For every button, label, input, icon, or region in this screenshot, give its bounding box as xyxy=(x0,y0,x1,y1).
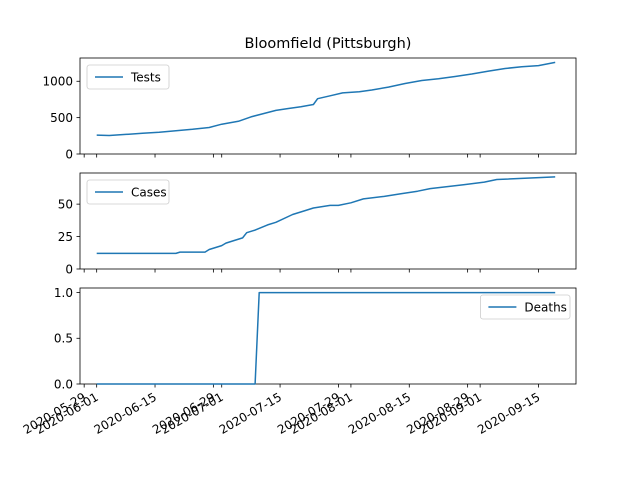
series-line-deaths xyxy=(96,291,556,385)
legend-box xyxy=(86,64,170,90)
y-tick-label: 0 xyxy=(65,147,73,161)
panel-2: 0 25 50 Cases xyxy=(58,172,577,276)
x-tick-label: 2020-06-15 xyxy=(92,390,159,437)
legend-label: Tests xyxy=(130,71,161,85)
y-tick-label: 0.0 xyxy=(54,377,73,391)
y-tick-label: 50 xyxy=(58,197,73,211)
legend-label: Deaths xyxy=(524,301,567,315)
chart-title: Bloomfield (Pittsburgh) xyxy=(245,36,412,52)
legend-label: Cases xyxy=(131,186,167,200)
x-tick-label: 2020-07-15 xyxy=(217,390,284,437)
y-tick-label: 0 xyxy=(65,262,73,276)
y-tick-label: 25 xyxy=(58,230,73,244)
x-tick-label: 2020-08-15 xyxy=(346,390,413,437)
legend-box xyxy=(479,294,571,320)
series-line-tests xyxy=(96,61,556,137)
y-tick-label: 1000 xyxy=(42,75,73,89)
panel-1: 0 500 1000 Tests xyxy=(42,57,577,161)
legend-box xyxy=(86,179,170,205)
y-tick-label: 500 xyxy=(50,111,73,125)
panel-3: 0.0 0.5 1.0 Deaths xyxy=(54,286,577,391)
x-tick-label: 2020-09-15 xyxy=(475,390,542,437)
y-tick-label: 0.5 xyxy=(54,332,73,346)
y-tick-label: 1.0 xyxy=(54,286,73,300)
series-line-cases xyxy=(96,176,556,255)
